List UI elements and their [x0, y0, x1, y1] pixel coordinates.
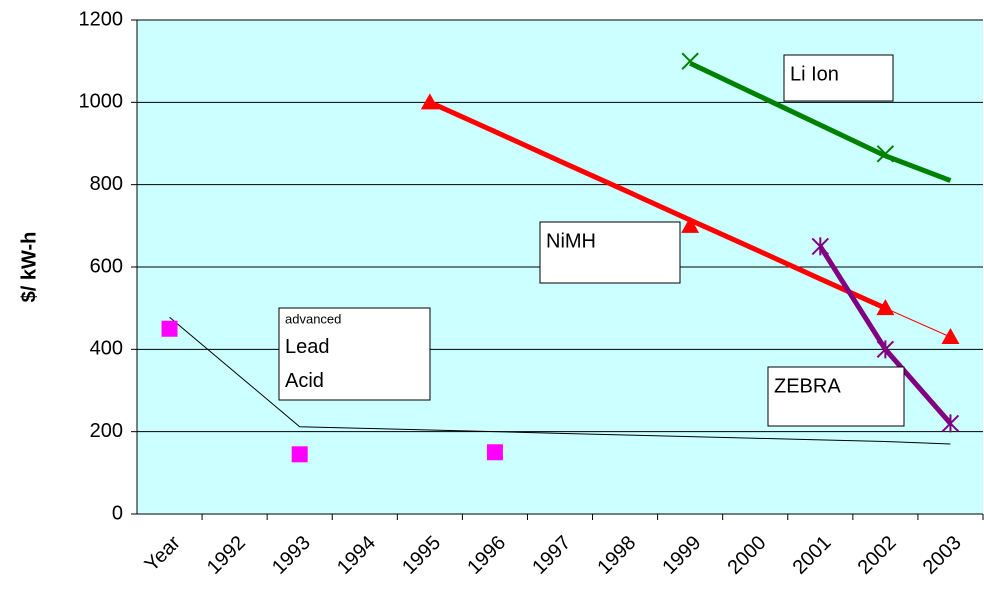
x-tick-label: 1992 [203, 532, 250, 579]
marker [486, 444, 503, 461]
label-line: Acid [285, 370, 324, 392]
marker [420, 93, 439, 110]
marker-shape [876, 340, 895, 359]
y-tick-label: 1200 [79, 8, 124, 30]
x-tick-label: 1993 [268, 532, 315, 579]
trend-line [689, 60, 952, 183]
legend-label: ZEBRA [774, 375, 841, 397]
x-tick-label: 2001 [789, 532, 836, 579]
y-tick-label: 0 [112, 502, 123, 524]
y-tick-label: 800 [90, 173, 123, 195]
marker [941, 414, 960, 433]
legend-label: NiMH [546, 230, 596, 252]
marker-shape [941, 414, 960, 433]
y-tick-label: 1000 [79, 91, 124, 113]
marker-shape [420, 93, 439, 110]
marker [876, 340, 895, 359]
marker [291, 446, 308, 463]
y-tick-label: 600 [90, 255, 123, 277]
marker [161, 320, 178, 337]
marker-shape [876, 299, 895, 316]
marker [876, 145, 895, 163]
x-tick-label: 1999 [658, 532, 705, 579]
x-tick-label: 2003 [919, 532, 966, 579]
x-tick-label: 1994 [333, 532, 380, 579]
marker-shape [291, 446, 308, 463]
series-line [885, 307, 951, 338]
x-tick-label: 2002 [854, 532, 901, 579]
y-tick-label: 400 [90, 338, 123, 360]
label-box [539, 221, 681, 284]
marker [941, 327, 960, 344]
label-box [767, 366, 905, 427]
label-box [783, 54, 894, 102]
marker [681, 52, 699, 70]
x-tick-label: Year [141, 531, 185, 575]
legend-label: Lead Acid [285, 336, 330, 392]
marker-shape [681, 52, 699, 70]
trend-line [428, 100, 887, 311]
marker [681, 216, 700, 233]
y-tick-label: 200 [90, 420, 123, 442]
marker-shape [486, 444, 503, 461]
label-line: Lead [285, 336, 330, 358]
label-box [278, 307, 431, 401]
marker [876, 299, 895, 316]
marker-shape [681, 216, 700, 233]
y-axis-label: $/ kW-h [18, 232, 40, 303]
marker-shape [941, 327, 960, 344]
label-prefix: advanced [285, 311, 341, 326]
trend-line [169, 316, 951, 445]
marker [811, 237, 830, 256]
marker-shape [811, 237, 830, 256]
marker-shape [161, 320, 178, 337]
marker-shape [876, 145, 895, 163]
x-tick-label: 1995 [398, 532, 445, 579]
x-tick-label: 1998 [593, 532, 640, 579]
legend-label: Li Ion [790, 63, 839, 85]
x-tick-label: 1996 [463, 532, 510, 579]
x-tick-label: 1997 [528, 532, 575, 579]
x-tick-label: 2000 [723, 532, 770, 579]
